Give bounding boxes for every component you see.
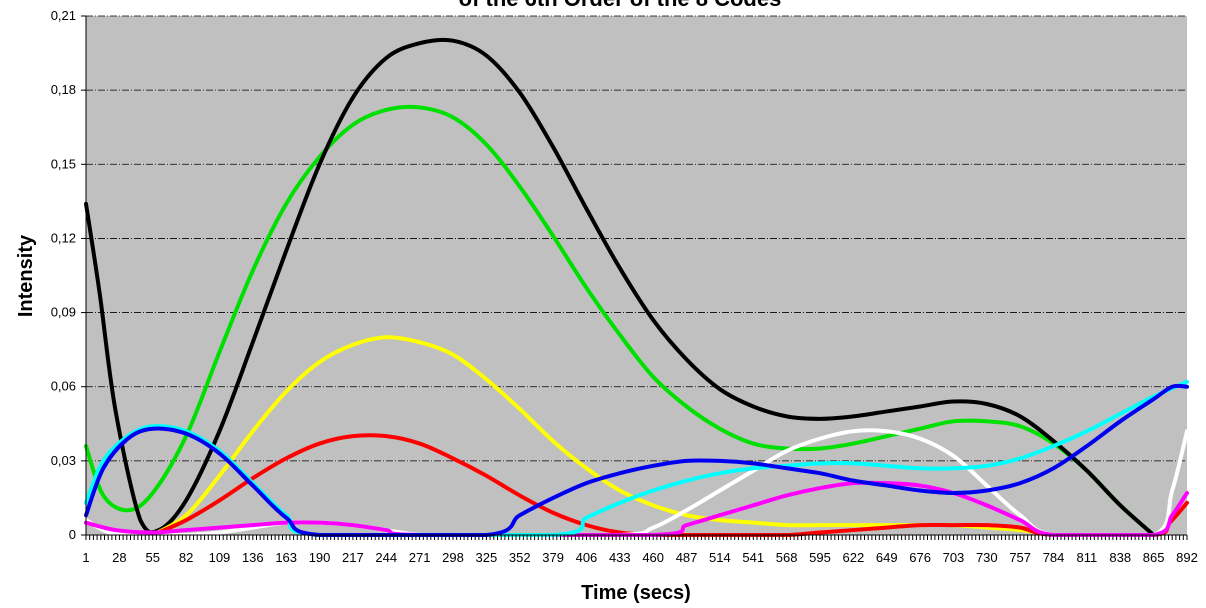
x-tick-label: 703 xyxy=(943,550,965,565)
y-tick-label: 0,09 xyxy=(51,305,76,320)
x-tick-label: 325 xyxy=(476,550,498,565)
x-tick-label: 892 xyxy=(1176,550,1198,565)
x-tick-label: 217 xyxy=(342,550,364,565)
series-line-2 xyxy=(84,37,1156,537)
series-line-1 xyxy=(84,104,1156,537)
y-axis-ticks: 0 0,03 0,06 0,09 0,12 0,15 0,18 0,21 xyxy=(51,8,86,542)
x-tick-label: 244 xyxy=(375,550,397,565)
x-tick-label: 55 xyxy=(145,550,159,565)
x-tick-label: 352 xyxy=(509,550,531,565)
x-tick-label: 865 xyxy=(1143,550,1165,565)
x-tick-label: 271 xyxy=(409,550,431,565)
y-tick-label: 0,12 xyxy=(51,230,76,245)
y-tick-label: 0,15 xyxy=(51,156,76,171)
x-tick-label: 163 xyxy=(275,550,297,565)
y-tick-label: 0,18 xyxy=(51,82,76,97)
chart-title: of the 6th Order of the 8 Codes xyxy=(459,0,782,11)
y-tick-label: 0,06 xyxy=(51,379,76,394)
chart-title-area: of the 6th Order of the 8 Codes xyxy=(459,0,782,11)
x-axis-title: Time (secs) xyxy=(581,582,691,604)
x-tick-label: 487 xyxy=(676,550,698,565)
x-tick-label: 460 xyxy=(642,550,664,565)
y-tick-label: 0 xyxy=(69,527,76,542)
y-tick-label: 0,03 xyxy=(51,453,76,468)
plot-area xyxy=(86,16,1187,535)
x-tick-label: 730 xyxy=(976,550,998,565)
series-line-6 xyxy=(84,480,1189,537)
x-minor-ticks xyxy=(85,535,1188,540)
series-line-5 xyxy=(84,428,1189,538)
x-tick-label: 649 xyxy=(876,550,898,565)
x-tick-label: 595 xyxy=(809,550,831,565)
x-tick-label: 514 xyxy=(709,550,731,565)
x-tick-label: 622 xyxy=(843,550,865,565)
x-tick-label: 406 xyxy=(576,550,598,565)
x-tick-label: 82 xyxy=(179,550,193,565)
x-tick-label: 190 xyxy=(309,550,331,565)
x-tick-label: 838 xyxy=(1109,550,1131,565)
y-tick-label: 0,21 xyxy=(51,8,76,23)
x-tick-label: 28 xyxy=(112,550,126,565)
x-tick-label: 379 xyxy=(542,550,564,565)
x-tick-label: 1 xyxy=(82,550,89,565)
x-tick-label: 676 xyxy=(909,550,931,565)
x-tick-label: 784 xyxy=(1043,550,1065,565)
x-tick-label: 109 xyxy=(209,550,231,565)
x-tick-label: 433 xyxy=(609,550,631,565)
x-tick-label: 811 xyxy=(1077,550,1098,565)
x-axis-ticks: 1 28 55 82 109 136 163 190 217 244 271 298 325 352 379… xyxy=(82,535,1198,565)
x-tick-label: 136 xyxy=(242,550,264,565)
y-axis-title: Intensity xyxy=(15,234,37,317)
x-tick-label: 298 xyxy=(442,550,464,565)
x-tick-label: 757 xyxy=(1009,550,1031,565)
series-line-8 xyxy=(84,383,1189,538)
x-tick-label: 568 xyxy=(776,550,798,565)
x-tick-label: 541 xyxy=(742,550,764,565)
